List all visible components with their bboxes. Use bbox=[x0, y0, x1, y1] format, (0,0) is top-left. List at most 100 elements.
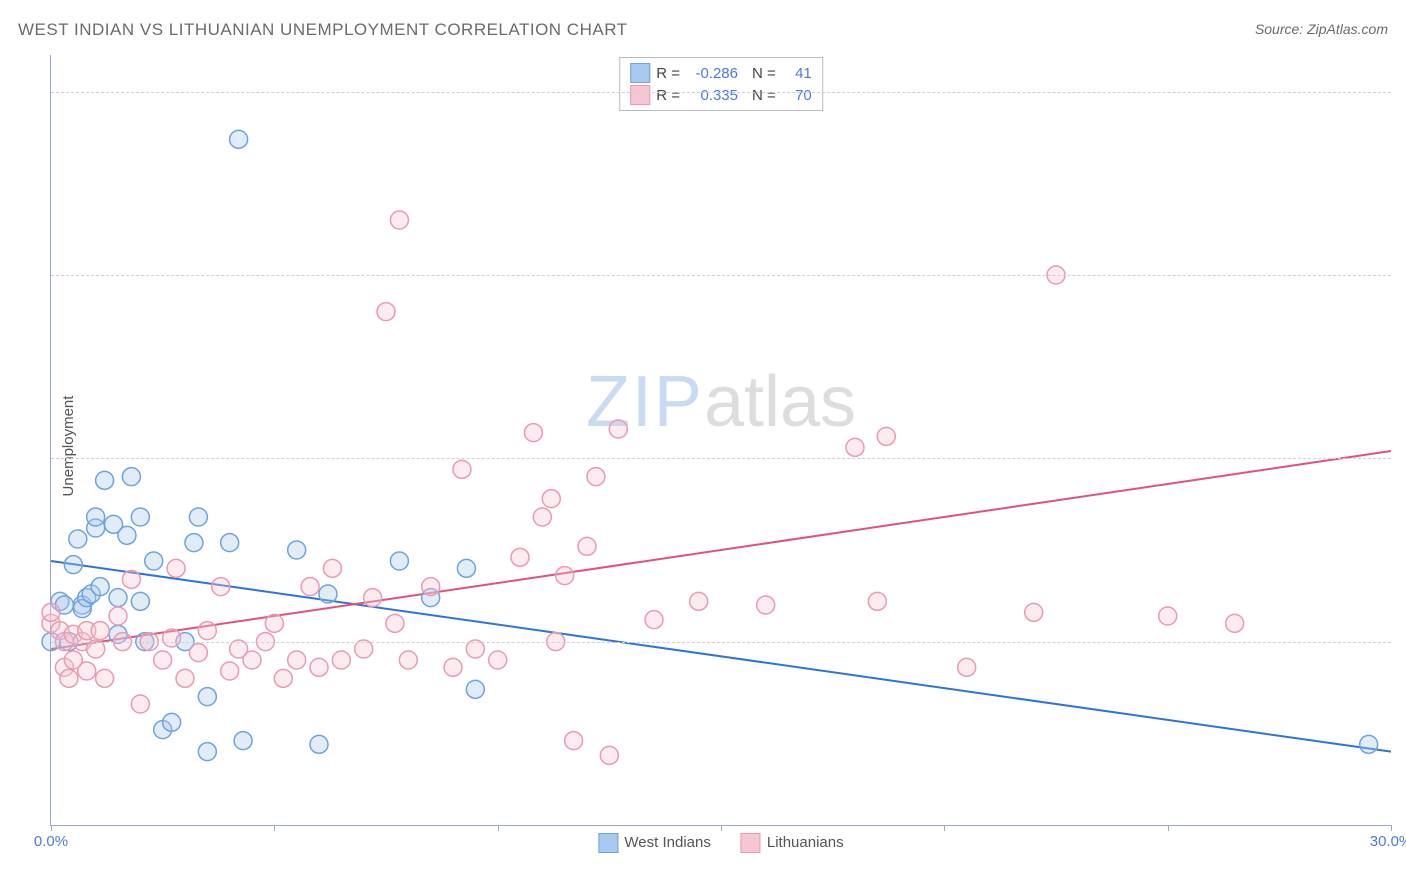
chart-title: WEST INDIAN VS LITHUANIAN UNEMPLOYMENT C… bbox=[18, 20, 628, 40]
x-tick-label: 0.0% bbox=[34, 833, 68, 850]
r-value-2: 0.335 bbox=[686, 87, 738, 104]
scatter-point bbox=[109, 589, 127, 607]
scatter-point bbox=[212, 578, 230, 596]
scatter-point bbox=[399, 651, 417, 669]
x-tick bbox=[721, 825, 722, 831]
scatter-point bbox=[91, 622, 109, 640]
r-value-1: -0.286 bbox=[686, 65, 738, 82]
scatter-point bbox=[221, 662, 239, 680]
scatter-point bbox=[274, 669, 292, 687]
scatter-point bbox=[288, 651, 306, 669]
swatch-icon bbox=[630, 63, 650, 83]
scatter-point bbox=[154, 651, 172, 669]
gridline bbox=[51, 458, 1391, 459]
n-value-1: 41 bbox=[782, 65, 812, 82]
scatter-point bbox=[221, 534, 239, 552]
scatter-point bbox=[542, 490, 560, 508]
scatter-point bbox=[1360, 735, 1378, 753]
scatter-point bbox=[69, 530, 87, 548]
scatter-point bbox=[533, 508, 551, 526]
scatter-point bbox=[122, 468, 140, 486]
legend-label-2: Lithuanians bbox=[767, 834, 844, 851]
scatter-point bbox=[96, 669, 114, 687]
scatter-point bbox=[645, 611, 663, 629]
stats-row-series1: R = -0.286 N = 41 bbox=[630, 62, 812, 84]
scatter-point bbox=[64, 556, 82, 574]
n-value-2: 70 bbox=[782, 87, 812, 104]
scatter-point bbox=[288, 541, 306, 559]
scatter-point bbox=[489, 651, 507, 669]
x-tick bbox=[1391, 825, 1392, 831]
scatter-point bbox=[757, 596, 775, 614]
gridline bbox=[51, 275, 1391, 276]
x-tick-label: 30.0% bbox=[1370, 833, 1406, 850]
scatter-point bbox=[587, 468, 605, 486]
scatter-point bbox=[118, 526, 136, 544]
scatter-point bbox=[198, 688, 216, 706]
scatter-point bbox=[60, 669, 78, 687]
plot-area: ZIPatlas R = -0.286 N = 41 R = 0.335 N =… bbox=[50, 55, 1391, 826]
y-tick-label: 15.0% bbox=[1401, 267, 1406, 284]
legend-label-1: West Indians bbox=[624, 834, 710, 851]
scatter-point bbox=[444, 658, 462, 676]
correlation-stats-box: R = -0.286 N = 41 R = 0.335 N = 70 bbox=[619, 57, 823, 111]
legend-item-2: Lithuanians bbox=[741, 833, 844, 853]
scatter-point bbox=[877, 427, 895, 445]
scatter-point bbox=[230, 130, 248, 148]
scatter-point bbox=[167, 559, 185, 577]
gridline bbox=[51, 92, 1391, 93]
scatter-point bbox=[131, 695, 149, 713]
scatter-point bbox=[198, 743, 216, 761]
scatter-point bbox=[390, 211, 408, 229]
n-label: N = bbox=[752, 87, 776, 104]
y-tick-label: 10.0% bbox=[1401, 450, 1406, 467]
scatter-point bbox=[377, 303, 395, 321]
scatter-point bbox=[846, 438, 864, 456]
scatter-point bbox=[310, 735, 328, 753]
r-label: R = bbox=[656, 87, 680, 104]
scatter-point bbox=[185, 534, 203, 552]
scatter-point bbox=[122, 570, 140, 588]
scatter-point bbox=[323, 559, 341, 577]
scatter-point bbox=[466, 680, 484, 698]
scatter-point bbox=[600, 746, 618, 764]
y-tick-label: 20.0% bbox=[1401, 83, 1406, 100]
scatter-points-layer bbox=[51, 55, 1391, 825]
scatter-point bbox=[466, 640, 484, 658]
scatter-point bbox=[556, 567, 574, 585]
scatter-point bbox=[1159, 607, 1177, 625]
x-tick bbox=[1168, 825, 1169, 831]
source-attribution: Source: ZipAtlas.com bbox=[1255, 21, 1388, 39]
x-tick bbox=[498, 825, 499, 831]
scatter-point bbox=[91, 578, 109, 596]
scatter-point bbox=[301, 578, 319, 596]
scatter-point bbox=[189, 644, 207, 662]
scatter-point bbox=[234, 732, 252, 750]
stats-row-series2: R = 0.335 N = 70 bbox=[630, 84, 812, 106]
scatter-point bbox=[243, 651, 261, 669]
scatter-point bbox=[565, 732, 583, 750]
legend: West Indians Lithuanians bbox=[598, 833, 843, 853]
scatter-point bbox=[453, 460, 471, 478]
scatter-point bbox=[355, 640, 373, 658]
source-label: Source: bbox=[1255, 21, 1307, 37]
scatter-point bbox=[78, 662, 96, 680]
x-tick bbox=[944, 825, 945, 831]
scatter-point bbox=[457, 559, 475, 577]
scatter-point bbox=[386, 614, 404, 632]
scatter-point bbox=[958, 658, 976, 676]
scatter-point bbox=[310, 658, 328, 676]
scatter-point bbox=[364, 589, 382, 607]
scatter-point bbox=[868, 592, 886, 610]
x-tick bbox=[274, 825, 275, 831]
scatter-point bbox=[42, 603, 60, 621]
scatter-point bbox=[198, 622, 216, 640]
scatter-point bbox=[96, 471, 114, 489]
legend-item-1: West Indians bbox=[598, 833, 710, 853]
scatter-point bbox=[163, 629, 181, 647]
n-label: N = bbox=[752, 65, 776, 82]
scatter-point bbox=[690, 592, 708, 610]
scatter-point bbox=[511, 548, 529, 566]
swatch-icon bbox=[598, 833, 618, 853]
scatter-point bbox=[524, 424, 542, 442]
